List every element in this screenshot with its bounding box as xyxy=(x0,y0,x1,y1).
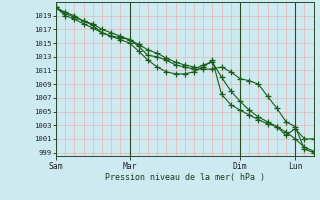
X-axis label: Pression niveau de la mer( hPa ): Pression niveau de la mer( hPa ) xyxy=(105,173,265,182)
